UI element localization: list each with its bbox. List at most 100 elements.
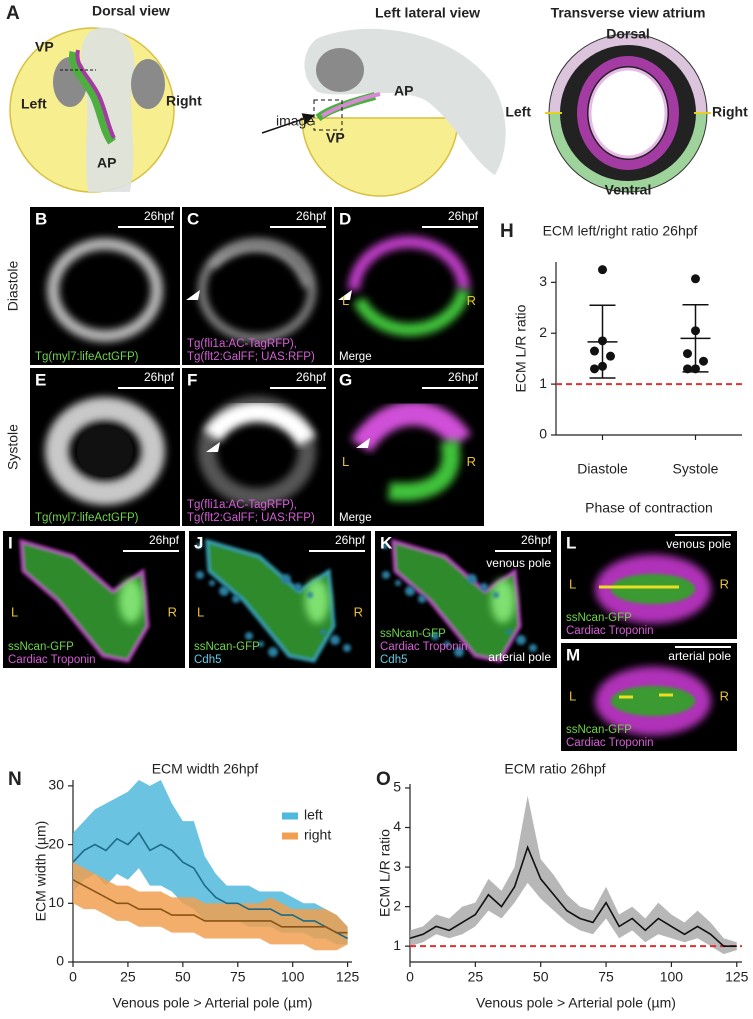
legend-label: right [304,827,331,843]
image-content [350,401,472,501]
transverse-diagram: Transverse view atrium Dorsal Left Right… [505,5,748,198]
diagram-label: Right [712,104,748,120]
image-texture [353,288,471,337]
image-panels: B 26hpf Tg(myl7:lifeActGFP) C 26hpf Tg(fli1a:… [3,207,737,751]
y-tick-label: 1 [393,937,401,953]
side-label: R [467,293,476,308]
timepoint: 26hpf [149,533,180,547]
panel-label: I [8,533,13,552]
y-tick-label: 4 [393,818,401,834]
image-content [594,666,712,736]
side-label: L [342,454,349,469]
image-texture [330,635,340,645]
diagram-label: AP [97,155,116,171]
image-texture [431,632,439,640]
data-point [683,349,692,359]
chart-title: ECM width 26hpf [152,761,259,777]
caption: ssNcan-GFP [380,628,446,640]
timepoint: 26hpf [448,370,479,384]
data-point [590,346,599,356]
x-axis-label: Phase of contraction [585,500,713,516]
image-texture [209,245,310,289]
caption: Merge [339,351,372,363]
side-label: R [467,454,476,469]
panel-label: K [380,533,393,552]
diagram-label: AP [394,83,413,99]
diagram-title: Transverse view atrium [551,5,706,21]
x-tick-label: Diastole [577,461,628,477]
timepoint: 26hpf [144,370,175,384]
data-point [590,364,599,374]
image-texture [454,647,464,657]
side-label: R [720,576,729,591]
image-texture [281,574,291,584]
panel-label: G [339,370,352,389]
y-tick-label: 3 [393,858,401,874]
diagram-label: image [276,113,314,129]
y-tick-label: 2 [393,897,401,913]
caption: Tg(myl7:lifeActGFP) [35,351,139,363]
caption: Tg(flt2:GalFF; UAS:RFP) [187,351,315,363]
caption: Tg(flt2:GalFF; UAS:RFP) [187,512,315,524]
image-texture [209,580,215,586]
image-texture [305,579,329,623]
image-texture [343,644,351,652]
side-label: R [720,688,729,703]
data-point [606,351,615,361]
chart-title: ECM ratio 26hpf [504,761,605,777]
panel-label: F [187,370,197,389]
x-tick-label: 100 [281,969,305,985]
arrowhead [206,442,220,452]
image-texture [245,632,253,640]
side-label: R [168,605,177,620]
image-panel: E 26hpf Tg(myl7:lifeActGFP) [30,368,180,526]
image-content [382,538,537,663]
image-panel: G 26hpf L R Merge [334,368,484,526]
image-content [198,396,316,506]
x-tick-label: 0 [69,969,77,985]
image-texture [77,425,133,477]
panel-label: E [35,370,46,389]
x-tick-label: Systole [673,461,719,477]
image-texture [47,238,163,342]
panel-label: J [194,533,203,552]
image-background [334,368,484,526]
timepoint: 26hpf [521,533,552,547]
x-tick-label: 100 [660,969,684,985]
panel-label: H [500,221,514,242]
timepoint: 26hpf [335,533,366,547]
x-tick-label: 50 [175,969,191,985]
image-texture [391,538,522,663]
panel-label: O [376,769,391,790]
x-axis-label: Venous pole > Arterial pole (µm) [476,995,676,1011]
image-panel: D 26hpf L R Merge [334,207,484,365]
image-content [47,238,163,342]
panel-label: D [339,209,351,228]
caption: Cardiac Troponin [8,654,96,666]
image-texture [382,543,388,549]
image-panel: C 26hpf Tg(fli1a:AC-TagRFP),Tg(flt2:GalFF;… [182,207,332,365]
row-label: Systole [5,424,21,470]
y-axis-label: ECM L/R ratio [513,304,529,392]
image-texture [506,629,512,635]
image-content [198,238,316,342]
image-texture [268,647,278,657]
dorsal-diagram: A Dorsal view VP Left Right AP [6,3,202,193]
caption: Tg(fli1a:AC-TagRFP), [187,338,297,350]
image-texture [232,595,240,603]
arrowhead [338,290,352,300]
image-texture [395,580,401,586]
caption: Cdh5 [380,654,408,666]
panel-label: B [35,209,47,228]
data-point [683,364,692,374]
caption: ssNcan-GFP [194,641,260,653]
x-tick-label: 0 [406,969,414,985]
y-tick-label: 0 [539,426,547,442]
image-content [196,538,351,663]
image-panel: K 26hpf venous pole arterial pole ssNcan-GFP… [375,531,557,668]
diagram-label: Left [505,104,531,120]
diagram-label: VP [326,130,345,146]
y-tick-label: 20 [48,835,64,851]
